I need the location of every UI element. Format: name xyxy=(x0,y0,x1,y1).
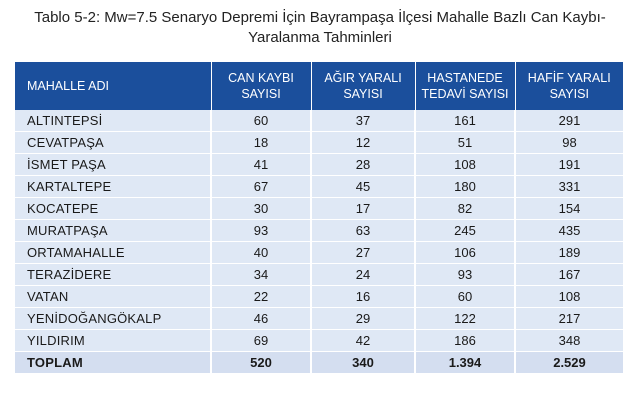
cell-deaths: 46 xyxy=(211,307,312,330)
cell-light-injured: 189 xyxy=(515,241,623,264)
header-deaths: CAN KAYBI SAYISI xyxy=(211,62,312,110)
table-row: YILDIRIM 69 42 186 348 xyxy=(15,329,623,352)
header-neighborhood-label: MAHALLE ADI xyxy=(27,79,109,93)
cell-neighborhood: CEVATPAŞA xyxy=(15,131,212,154)
table-body: ALTINTEPSİ 60 37 161 291 CEVATPAŞA 18 12 51 98 İSM… xyxy=(15,110,623,374)
cell-severe-injured: 42 xyxy=(311,329,416,352)
cell-neighborhood: KARTALTEPE xyxy=(15,175,212,198)
table-header-row: MAHALLE ADI CAN KAYBI SAYISI AĞIR YARALI… xyxy=(15,62,623,110)
cell-deaths: 40 xyxy=(211,241,312,264)
cell-light-injured: 154 xyxy=(515,197,623,220)
cell-hospital-treatment: 82 xyxy=(415,197,516,220)
header-severe-line1: AĞIR YARALI xyxy=(324,71,402,85)
cell-light-injured: 191 xyxy=(515,153,623,176)
table-caption: Tablo 5-2: Mw=7.5 Senaryo Depremi İçin B… xyxy=(0,8,640,48)
cell-hospital-treatment: 60 xyxy=(415,285,516,308)
cell-severe-injured: 45 xyxy=(311,175,416,198)
total-light-injured: 2.529 xyxy=(515,351,623,374)
total-neighborhood: TOPLAM xyxy=(15,351,212,374)
header-neighborhood: MAHALLE ADI xyxy=(15,62,212,110)
cell-deaths: 22 xyxy=(211,285,312,308)
cell-light-injured: 348 xyxy=(515,329,623,352)
table-row: İSMET PAŞA 41 28 108 191 xyxy=(15,153,623,176)
header-light-injured: HAFİF YARALI SAYISI xyxy=(515,62,623,110)
header-light-line1: HAFİF YARALI xyxy=(527,71,611,85)
cell-neighborhood: İSMET PAŞA xyxy=(15,153,212,176)
cell-deaths: 67 xyxy=(211,175,312,198)
cell-light-injured: 331 xyxy=(515,175,623,198)
header-light-line2: SAYISI xyxy=(549,87,589,101)
cell-light-injured: 435 xyxy=(515,219,623,242)
cell-light-injured: 291 xyxy=(515,110,623,132)
cell-neighborhood: MURATPAŞA xyxy=(15,219,212,242)
cell-severe-injured: 27 xyxy=(311,241,416,264)
cell-neighborhood: TERAZİDERE xyxy=(15,263,212,286)
cell-light-injured: 98 xyxy=(515,131,623,154)
table-row: KARTALTEPE 67 45 180 331 xyxy=(15,175,623,198)
table-row: VATAN 22 16 60 108 xyxy=(15,285,623,308)
cell-neighborhood: YILDIRIM xyxy=(15,329,212,352)
cell-severe-injured: 16 xyxy=(311,285,416,308)
cell-severe-injured: 24 xyxy=(311,263,416,286)
table-row: ORTAMAHALLE 40 27 106 189 xyxy=(15,241,623,264)
cell-light-injured: 108 xyxy=(515,285,623,308)
caption-line-2: Yaralanma Tahminleri xyxy=(248,29,392,46)
cell-hospital-treatment: 161 xyxy=(415,110,516,132)
cell-deaths: 60 xyxy=(211,110,312,132)
header-hospital-treatment: HASTANEDE TEDAVİ SAYISI xyxy=(415,62,516,110)
table-row: KOCATEPE 30 17 82 154 xyxy=(15,197,623,220)
cell-deaths: 30 xyxy=(211,197,312,220)
cell-severe-injured: 29 xyxy=(311,307,416,330)
cell-hospital-treatment: 186 xyxy=(415,329,516,352)
table-row: TERAZİDERE 34 24 93 167 xyxy=(15,263,623,286)
caption-line-1: Tablo 5-2: Mw=7.5 Senaryo Depremi İçin B… xyxy=(34,9,606,26)
cell-hospital-treatment: 245 xyxy=(415,219,516,242)
cell-neighborhood: ALTINTEPSİ xyxy=(15,110,212,132)
cell-deaths: 41 xyxy=(211,153,312,176)
header-hospital-line2: TEDAVİ SAYISI xyxy=(421,87,509,101)
total-severe-injured: 340 xyxy=(311,351,416,374)
cell-hospital-treatment: 106 xyxy=(415,241,516,264)
cell-severe-injured: 28 xyxy=(311,153,416,176)
total-hospital-treatment: 1.394 xyxy=(415,351,516,374)
casualty-table: MAHALLE ADI CAN KAYBI SAYISI AĞIR YARALI… xyxy=(15,62,623,374)
cell-hospital-treatment: 180 xyxy=(415,175,516,198)
cell-hospital-treatment: 51 xyxy=(415,131,516,154)
table-row: MURATPAŞA 93 63 245 435 xyxy=(15,219,623,242)
header-severe-line2: SAYISI xyxy=(343,87,383,101)
cell-light-injured: 217 xyxy=(515,307,623,330)
header-severe-injured: AĞIR YARALI SAYISI xyxy=(311,62,416,110)
table-total-row: TOPLAM 520 340 1.394 2.529 xyxy=(15,351,623,374)
cell-deaths: 34 xyxy=(211,263,312,286)
cell-deaths: 69 xyxy=(211,329,312,352)
cell-severe-injured: 12 xyxy=(311,131,416,154)
cell-severe-injured: 37 xyxy=(311,110,416,132)
cell-severe-injured: 17 xyxy=(311,197,416,220)
cell-hospital-treatment: 122 xyxy=(415,307,516,330)
cell-deaths: 93 xyxy=(211,219,312,242)
cell-neighborhood: VATAN xyxy=(15,285,212,308)
cell-neighborhood: YENİDOĞANGÖKALP xyxy=(15,307,212,330)
cell-deaths: 18 xyxy=(211,131,312,154)
cell-light-injured: 167 xyxy=(515,263,623,286)
total-deaths: 520 xyxy=(211,351,312,374)
header-deaths-line1: CAN KAYBI xyxy=(228,71,294,85)
header-deaths-line2: SAYISI xyxy=(241,87,281,101)
casualty-table-container: MAHALLE ADI CAN KAYBI SAYISI AĞIR YARALI… xyxy=(15,62,623,374)
table-row: CEVATPAŞA 18 12 51 98 xyxy=(15,131,623,154)
table-row: ALTINTEPSİ 60 37 161 291 xyxy=(15,110,623,132)
cell-hospital-treatment: 93 xyxy=(415,263,516,286)
cell-severe-injured: 63 xyxy=(311,219,416,242)
cell-neighborhood: KOCATEPE xyxy=(15,197,212,220)
cell-hospital-treatment: 108 xyxy=(415,153,516,176)
cell-neighborhood: ORTAMAHALLE xyxy=(15,241,212,264)
header-hospital-line1: HASTANEDE xyxy=(427,71,503,85)
table-row: YENİDOĞANGÖKALP 46 29 122 217 xyxy=(15,307,623,330)
